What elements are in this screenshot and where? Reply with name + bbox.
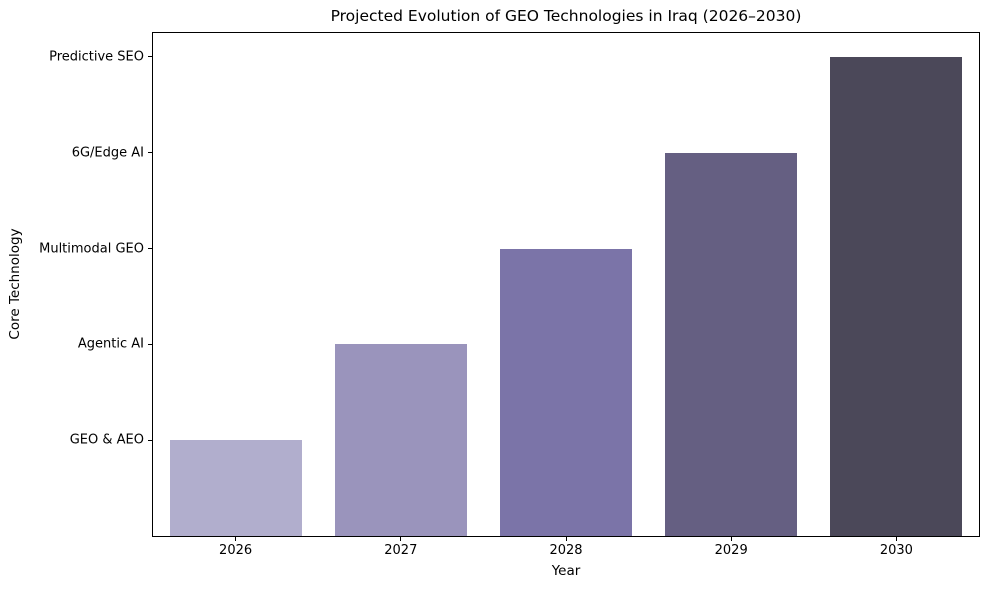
x-tick-mark (400, 537, 402, 541)
y-tick-mark (148, 248, 152, 250)
y-tick-label: Multimodal GEO (39, 241, 144, 257)
y-tick-mark (148, 152, 152, 154)
y-tick-mark (148, 56, 152, 58)
x-tick-mark (895, 537, 897, 541)
bar-2028 (499, 248, 633, 536)
bar-2027 (334, 344, 467, 536)
chart-title: Projected Evolution of GEO Technologies … (330, 7, 802, 25)
x-tick-mark (565, 537, 567, 541)
x-axis-label: Year (551, 563, 581, 579)
y-tick-mark (148, 343, 152, 345)
bar-2030 (830, 56, 963, 536)
y-tick-mark (148, 439, 152, 441)
x-tick-mark (730, 537, 732, 541)
bar-2029 (665, 152, 798, 536)
x-tick-label: 2026 (219, 543, 253, 558)
y-tick-label: Agentic AI (77, 336, 144, 352)
y-tick-label: GEO & AEO (69, 432, 144, 448)
plot-area (152, 32, 980, 537)
x-tick-label: 2029 (714, 543, 748, 558)
x-tick-label: 2028 (549, 543, 583, 558)
x-tick-label: 2027 (384, 543, 418, 558)
y-tick-label: Predictive SEO (49, 49, 144, 65)
y-axis-label: Core Technology (7, 228, 23, 340)
x-tick-label: 2030 (879, 543, 913, 558)
x-tick-mark (235, 537, 237, 541)
bar-2026 (169, 440, 302, 536)
y-tick-label: 6G/Edge AI (71, 145, 144, 161)
